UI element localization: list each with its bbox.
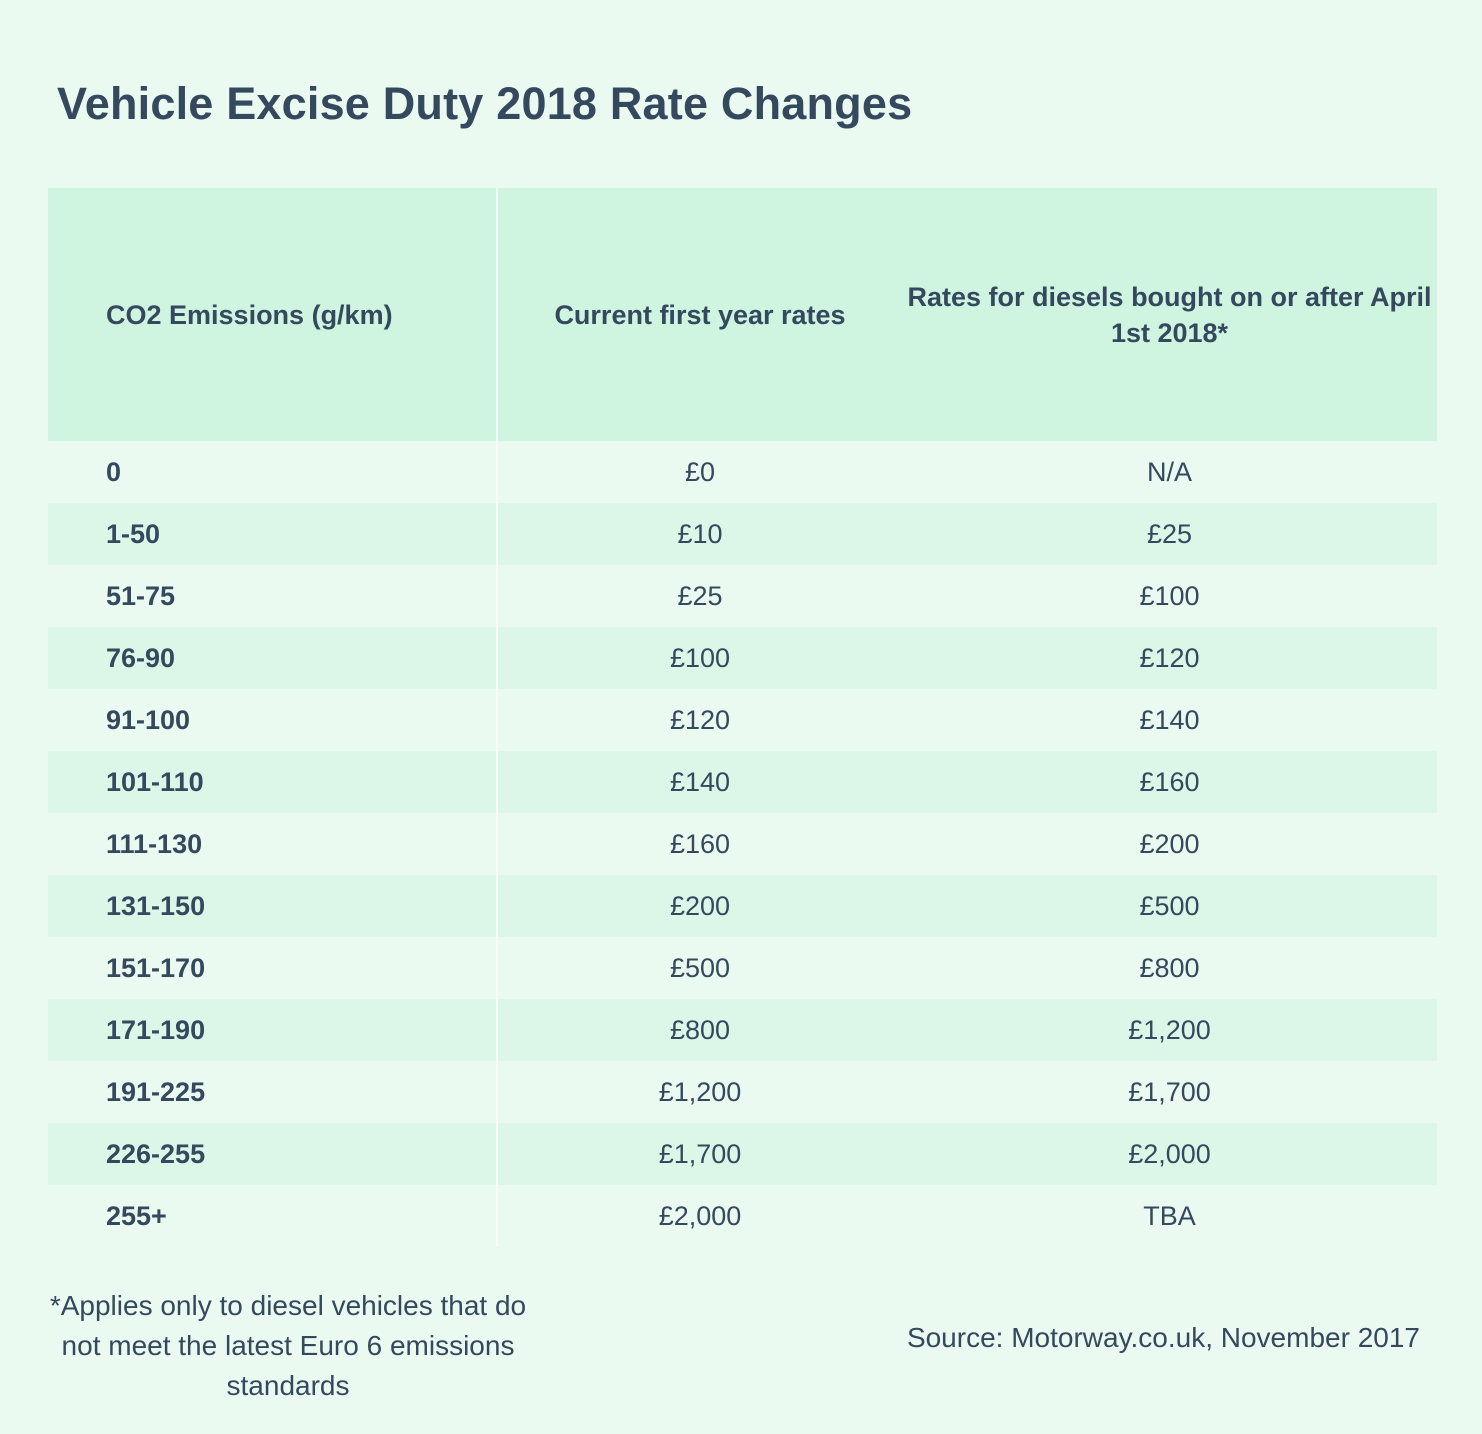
cell-current-rate: £1,200 — [658, 1077, 742, 1107]
cell-co2-band: 101-110 — [48, 751, 498, 813]
source-credit: Source: Motorway.co.uk, November 2017 — [906, 1322, 1420, 1353]
header-current-rates: Current first year rates — [554, 299, 846, 330]
table-body: 0 £0 N/A 1-50 £10 £25 51-75 £25 £100 76-90 £100 £12… — [48, 441, 1437, 1247]
cell-co2-band: 0 — [48, 441, 498, 503]
cell-co2-band: 91-100 — [48, 689, 498, 751]
table-row: 226-255 £1,700 £2,000 — [48, 1123, 1437, 1185]
cell-co2-band: 191-225 — [48, 1061, 498, 1123]
table-row: 171-190 £800 £1,200 — [48, 999, 1437, 1061]
cell-diesel-rate: £800 — [1139, 953, 1200, 983]
table-header: CO2 Emissions (g/km) Current first year … — [48, 188, 1437, 441]
footnote: *Applies only to diesel vehicles that do… — [49, 1290, 527, 1401]
cell-diesel-rate: £25 — [1146, 519, 1193, 549]
page-title: Vehicle Excise Duty 2018 Rate Changes — [57, 78, 913, 129]
table-row: 1-50 £10 £25 — [48, 503, 1437, 565]
cell-current-rate: £2,000 — [658, 1201, 742, 1231]
cell-current-rate: £200 — [669, 891, 731, 921]
cell-co2-band: 151-170 — [48, 937, 498, 999]
cell-diesel-rate: TBA — [1143, 1201, 1196, 1231]
cell-co2-band: 51-75 — [48, 565, 498, 627]
cell-current-rate: £0 — [684, 457, 716, 487]
cell-co2-band: 111-130 — [48, 813, 498, 875]
cell-co2-band: 226-255 — [48, 1123, 498, 1185]
cell-co2-band: 131-150 — [48, 875, 498, 937]
header-diesel-rates: Rates for diesels bought on or after Apr… — [907, 281, 1432, 348]
table-row: 151-170 £500 £800 — [48, 937, 1437, 999]
cell-diesel-rate: £1,700 — [1128, 1077, 1211, 1107]
table-row: 131-150 £200 £500 — [48, 875, 1437, 937]
cell-diesel-rate: £2,000 — [1128, 1139, 1211, 1169]
cell-current-rate: £100 — [669, 643, 731, 673]
cell-diesel-rate: £120 — [1139, 643, 1200, 673]
table-row: 111-130 £160 £200 — [48, 813, 1437, 875]
cell-diesel-rate: £140 — [1139, 705, 1200, 735]
table-row: 255+ £2,000 TBA — [48, 1185, 1437, 1247]
table-row: 101-110 £140 £160 — [48, 751, 1437, 813]
cell-current-rate: £140 — [669, 767, 731, 797]
cell-co2-band: 255+ — [48, 1185, 498, 1247]
cell-current-rate: £800 — [669, 1015, 731, 1045]
cell-current-rate: £160 — [669, 829, 731, 859]
table-row: 76-90 £100 £120 — [48, 627, 1437, 689]
table-row: 0 £0 N/A — [48, 441, 1437, 503]
cell-current-rate: £120 — [669, 705, 731, 735]
cell-diesel-rate: £100 — [1139, 581, 1200, 611]
cell-current-rate: £25 — [677, 581, 723, 611]
cell-co2-band: 171-190 — [48, 999, 498, 1061]
cell-current-rate: £10 — [677, 519, 723, 549]
table-row: 51-75 £25 £100 — [48, 565, 1437, 627]
cell-diesel-rate: £500 — [1139, 891, 1200, 921]
cell-co2-band: 76-90 — [48, 627, 498, 689]
cell-diesel-rate: £160 — [1139, 767, 1200, 797]
cell-diesel-rate: £200 — [1139, 829, 1200, 859]
cell-co2-band: 1-50 — [48, 503, 498, 565]
table-row: 91-100 £120 £140 — [48, 689, 1437, 751]
cell-diesel-rate: N/A — [1146, 457, 1192, 487]
cell-diesel-rate: £1,200 — [1128, 1015, 1211, 1045]
rates-table: CO2 Emissions (g/km) Current first year … — [48, 188, 1437, 1247]
table-row: 191-225 £1,200 £1,700 — [48, 1061, 1437, 1123]
cell-current-rate: £500 — [669, 953, 731, 983]
cell-current-rate: £1,700 — [658, 1139, 742, 1169]
header-co2-emissions: CO2 Emissions (g/km) — [48, 188, 498, 441]
